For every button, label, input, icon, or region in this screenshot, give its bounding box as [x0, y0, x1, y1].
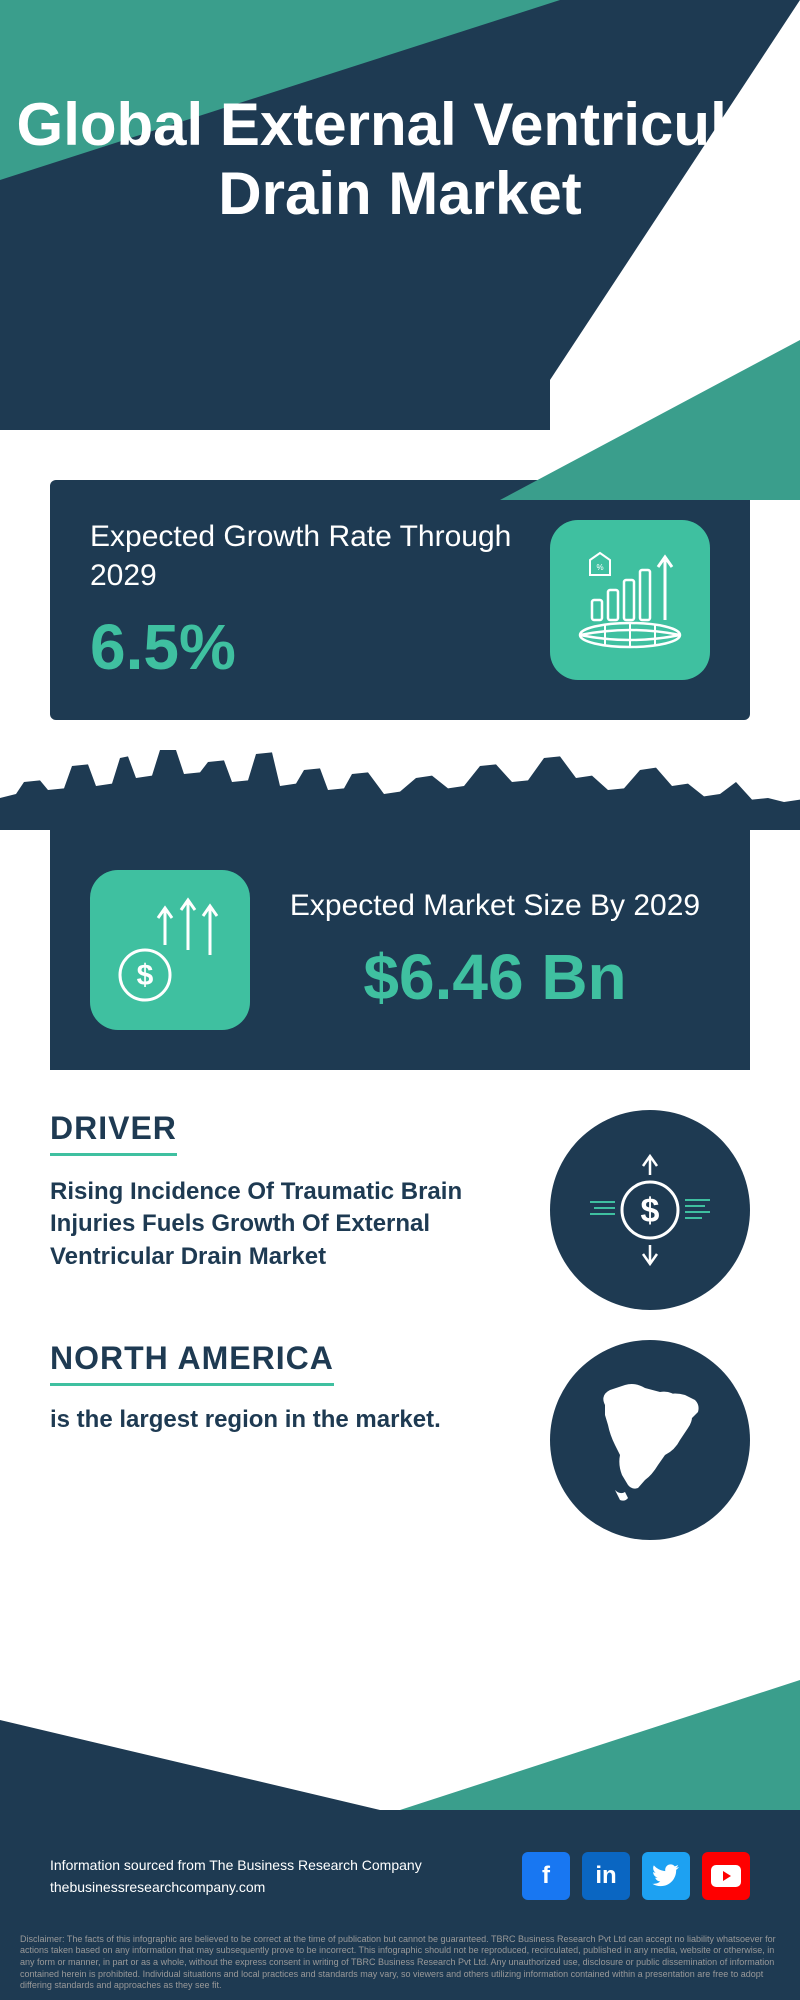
driver-section: DRIVER Rising Incidence Of Traumatic Bra…: [50, 1110, 750, 1310]
main-title: Global External Ventricular Drain Market: [0, 90, 800, 228]
market-size-card: $ Expected Market Size By 2029 $6.46 Bn: [50, 830, 750, 1070]
disclaimer-text: Disclaimer: The facts of this infographi…: [20, 1934, 780, 1992]
header-accent-triangle-small: [500, 340, 800, 500]
region-heading: NORTH AMERICA: [50, 1340, 334, 1386]
growth-rate-card: Expected Growth Rate Through 2029 6.5% %: [50, 480, 750, 720]
infographic-container: Global External Ventricular Drain Market…: [0, 0, 800, 2000]
growth-rate-label: Expected Growth Rate Through 2029: [90, 517, 550, 595]
city-skyline-decoration: [0, 750, 800, 830]
driver-description: Rising Incidence Of Traumatic Brain Inju…: [50, 1176, 520, 1273]
driver-content: DRIVER Rising Incidence Of Traumatic Bra…: [50, 1110, 520, 1273]
north-america-map-icon: [550, 1340, 750, 1540]
svg-text:%: %: [596, 563, 603, 572]
twitter-icon[interactable]: [642, 1852, 690, 1900]
svg-text:$: $: [137, 959, 154, 992]
driver-heading: DRIVER: [50, 1110, 177, 1156]
growth-rate-text: Expected Growth Rate Through 2029 6.5%: [90, 517, 550, 684]
growth-chart-icon: %: [550, 520, 710, 680]
source-line-1: Information sourced from The Business Re…: [50, 1854, 422, 1876]
social-icons-row: f in: [522, 1852, 750, 1900]
footer-content: Information sourced from The Business Re…: [50, 1852, 750, 1900]
svg-text:$: $: [641, 1192, 660, 1230]
growth-rate-value: 6.5%: [90, 610, 550, 684]
linkedin-icon[interactable]: in: [582, 1852, 630, 1900]
footer-accent-teal: [400, 1680, 800, 1810]
footer-section: Information sourced from The Business Re…: [0, 1720, 800, 2000]
region-content: NORTH AMERICA is the largest region in t…: [50, 1340, 520, 1434]
dollar-growth-icon: $: [90, 870, 250, 1030]
region-section: NORTH AMERICA is the largest region in t…: [50, 1340, 750, 1540]
market-size-text: Expected Market Size By 2029 $6.46 Bn: [280, 886, 710, 1014]
dollar-cycle-icon: $: [550, 1110, 750, 1310]
facebook-icon[interactable]: f: [522, 1852, 570, 1900]
header-section: Global External Ventricular Drain Market: [0, 0, 800, 430]
source-line-2: thebusinessresearchcompany.com: [50, 1876, 422, 1898]
market-size-label: Expected Market Size By 2029: [280, 886, 710, 925]
source-attribution: Information sourced from The Business Re…: [50, 1854, 422, 1899]
footer-accent-navy: [0, 1720, 380, 1810]
youtube-icon[interactable]: [702, 1852, 750, 1900]
market-size-value: $6.46 Bn: [280, 940, 710, 1014]
region-description: is the largest region in the market.: [50, 1406, 520, 1434]
